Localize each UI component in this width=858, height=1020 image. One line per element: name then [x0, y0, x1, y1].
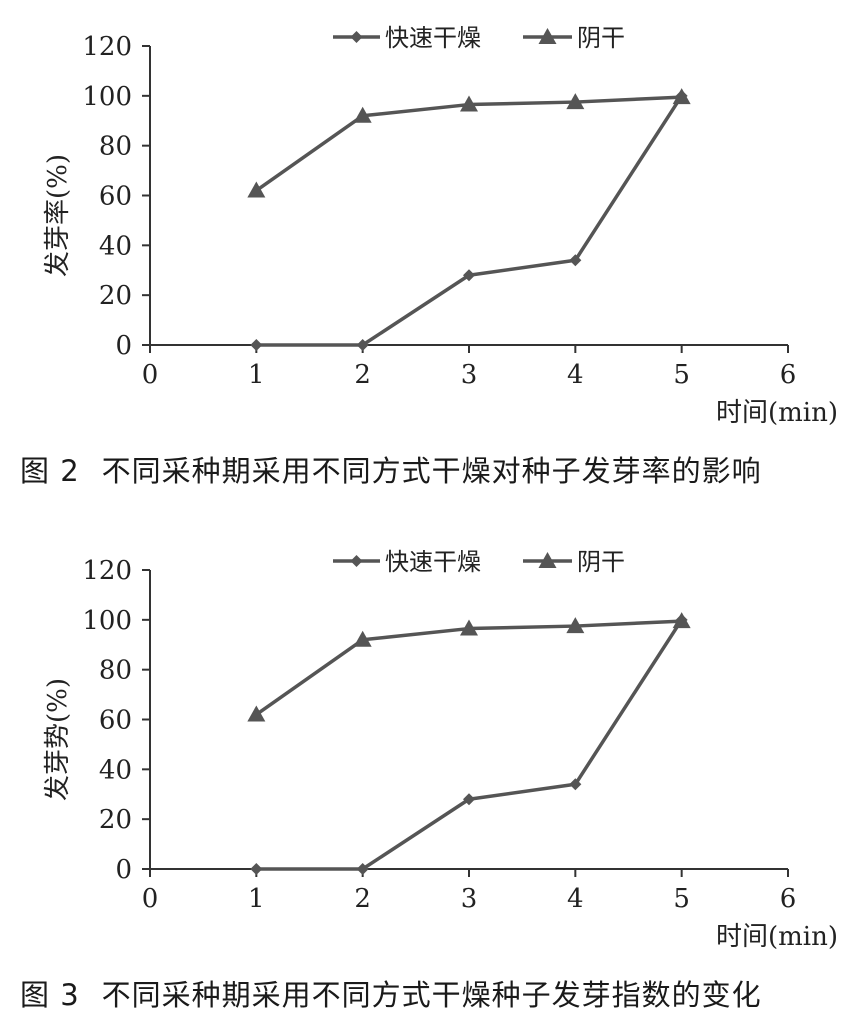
data-point-triangle: [672, 612, 691, 629]
data-point-diamond: [250, 863, 263, 875]
legend-label: 阴干: [577, 24, 625, 52]
legend-triangle-marker: [538, 552, 557, 568]
legend: 快速干燥 阴干: [333, 24, 625, 52]
figure-3: 0 20 40 60 80 100 120 0 1 2 3 4 5 6 时间(min) 发芽势(%) 快速干燥 阴…: [0, 524, 858, 1020]
data-point-diamond: [569, 778, 582, 791]
legend-label: 阴干: [577, 548, 625, 576]
y-tick-label: 60: [99, 182, 132, 212]
legend-label: 快速干燥: [385, 548, 481, 576]
data-point-diamond: [356, 863, 369, 875]
data-point-triangle: [353, 630, 372, 647]
y-tick-label: 120: [82, 32, 132, 62]
caption-text: 不同采种期采用不同方式干燥对种子发芽率的影响: [101, 454, 762, 488]
caption-number: 图 2: [20, 454, 80, 488]
y-tick-label: 40: [99, 755, 132, 785]
data-point-triangle: [247, 705, 266, 722]
y-tick-label: 20: [99, 281, 132, 311]
x-tick-label: 3: [461, 884, 478, 914]
y-tick-label: 80: [99, 656, 132, 686]
data-point-triangle: [247, 181, 266, 198]
y-tick-label: 80: [99, 132, 132, 162]
data-point-diamond: [250, 339, 263, 351]
legend-diamond-marker: [350, 555, 363, 567]
x-tick-label: 1: [248, 884, 265, 914]
x-tick-label: 6: [780, 360, 797, 390]
y-tick-label: 60: [99, 706, 132, 736]
x-tick-label: 2: [354, 360, 371, 390]
x-tick-label: 2: [354, 884, 371, 914]
x-axis-title: 时间(min): [716, 922, 838, 952]
data-point-triangle: [353, 106, 372, 123]
y-tick-label: 40: [99, 231, 132, 261]
figure-2: 0 20 40 60 80 100 120 0 1 2 3 4 5 6 时间(min) 发芽率(%) 快速干燥 阴…: [0, 0, 858, 500]
y-tick-label: 0: [115, 855, 132, 885]
y-tick-label: 120: [82, 556, 132, 586]
y-tick-label: 0: [115, 331, 132, 361]
data-point-diamond: [356, 339, 369, 351]
series-line: [256, 618, 684, 871]
y-tick-label: 20: [99, 805, 132, 835]
data-point-triangle: [566, 93, 585, 110]
germination-rate-chart: 0 20 40 60 80 100 120 0 1 2 3 4 5 6 时间(min) 发芽率(%) 快速干燥 阴…: [43, 24, 838, 428]
figure-caption: 图 2 不同采种期采用不同方式干燥对种子发芽率的影响: [20, 448, 762, 490]
data-point-triangle: [566, 617, 585, 634]
germination-energy-chart: 0 20 40 60 80 100 120 0 1 2 3 4 5 6 时间(min) 发芽势(%) 快速干燥 阴…: [43, 548, 838, 952]
y-tick-label: 100: [82, 606, 132, 636]
y-axis-title: 发芽势(%): [43, 678, 73, 801]
x-tick-label: 5: [673, 884, 690, 914]
data-point-triangle: [460, 619, 478, 636]
legend-triangle-marker: [538, 28, 557, 44]
x-axis-title: 时间(min): [716, 398, 838, 428]
x-tick-label: 4: [567, 360, 584, 390]
caption-number: 图 3: [20, 978, 80, 1012]
data-point-triangle: [460, 95, 478, 112]
x-tick-label: 6: [780, 884, 797, 914]
x-tick-label: 1: [248, 360, 265, 390]
x-tick-label: 3: [461, 360, 478, 390]
y-tick-label: 100: [82, 82, 132, 112]
caption-text: 不同采种期采用不同方式干燥种子发芽指数的变化: [101, 978, 762, 1012]
x-tick-label: 4: [567, 884, 584, 914]
legend: 快速干燥 阴干: [333, 548, 625, 576]
data-point-diamond: [463, 269, 475, 282]
x-tick-label: 5: [673, 360, 690, 390]
data-point-diamond: [463, 793, 475, 806]
data-point-triangle: [672, 88, 691, 105]
x-tick-label: 0: [142, 360, 159, 390]
legend-label: 快速干燥: [385, 24, 481, 52]
x-tick-label: 0: [142, 884, 159, 914]
y-axis-title: 发芽率(%): [43, 154, 73, 277]
figure-caption: 图 3 不同采种期采用不同方式干燥种子发芽指数的变化: [20, 972, 762, 1014]
legend-diamond-marker: [350, 31, 363, 43]
data-point-diamond: [569, 254, 582, 267]
series-line: [256, 94, 684, 347]
